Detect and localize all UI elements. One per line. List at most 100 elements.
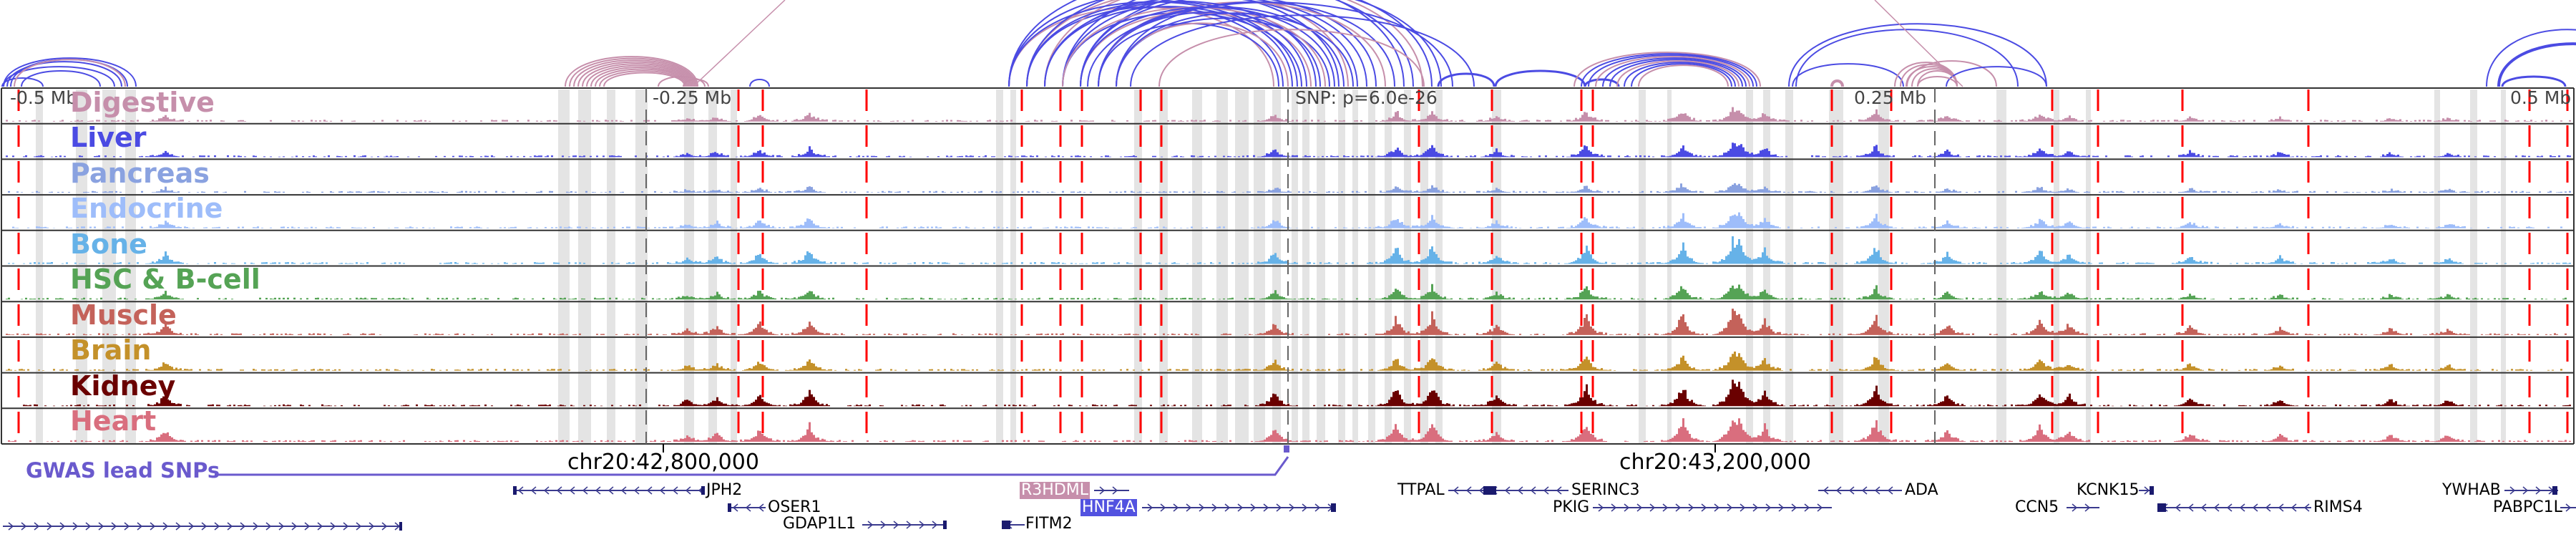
signal-brain [6,351,2562,371]
interaction-arc [1906,60,1997,87]
snp-pvalue-label: SNP: p=6.0e-26 [1295,87,1438,108]
tick-label-0-5-mb: 0.5 Mb [2510,87,2572,108]
gene-model-jph2 [513,486,705,495]
interaction-arc [749,79,770,87]
gene-r3hdml[interactable]: R3HDML [1020,481,1091,499]
interaction-arc [1602,57,1747,87]
gwas-lead-snps-label: GWAS lead SNPs [26,458,220,483]
interaction-arc [6,61,122,87]
gene-serinc3[interactable]: SERINC3 [1571,481,1640,499]
interaction-arc [1917,76,1958,87]
interaction-arc [1437,72,1496,87]
interaction-arc [2501,75,2567,87]
interaction-arc [697,0,786,83]
interaction-arc [658,76,706,87]
gene-model-ada [1818,486,1902,495]
interaction-arc [1,77,44,87]
gene-gdap1l1[interactable]: GDAP1L1 [783,515,857,533]
interaction-arc [2486,29,2576,87]
interaction-arc [1788,23,2047,87]
interaction-arc [1026,0,1414,87]
interaction-arc [1062,0,1433,87]
interaction-arc [3,57,137,87]
interaction-arc [586,64,691,87]
interaction-arc [1631,63,1732,87]
gene-model-ttpal-serinc3 [1448,486,1568,495]
interaction-arc [1080,0,1442,87]
interaction-arc [1595,56,1750,87]
interaction-arc [1062,0,1367,87]
interaction-arc [599,70,687,87]
gene-ywhab[interactable]: YWHAB [2442,481,2501,499]
interaction-arc [1044,1,1317,87]
interaction-arc [573,59,696,87]
interaction-arc [1874,0,1963,87]
interaction-arc [1624,62,1736,87]
interaction-arc [603,72,686,87]
signal-bone [8,236,2571,264]
interaction-arc [1795,29,2019,87]
interaction-arc [1130,14,1475,87]
interaction-arc [1098,6,1345,87]
interaction-arc [1900,64,1958,87]
interaction-arc [565,56,698,87]
interaction-arc [1917,70,1958,87]
gene-model-rims4 [2157,503,2311,512]
interaction-arc [1581,53,1757,87]
interaction-arc [1609,59,1743,87]
gene-ttpal[interactable]: TTPAL [1397,481,1445,499]
gene-kcnk15[interactable]: KCNK15 [2077,481,2140,499]
gene-jph2[interactable]: JPH2 [706,481,743,499]
gene-rims4[interactable]: RIMS4 [2313,498,2363,516]
gene-model-pkig [1593,503,1832,512]
interaction-arc [1008,0,1405,87]
gene-model-ywhab [2504,486,2558,495]
coordinate-label-42800000: chr20:42,800,000 [567,450,759,475]
interaction-arc [14,59,126,87]
gene-pabpc1l[interactable]: PABPC1L [2493,498,2562,516]
interaction-arc [1792,63,1904,87]
interaction-arc [1116,17,1330,87]
interaction-arc [577,61,694,87]
gene-oser1[interactable]: OSER1 [768,498,821,516]
interaction-arc [590,67,690,87]
signal-heart [8,418,2571,442]
interaction-arc [1116,12,1354,87]
interaction-arc [1087,1,1453,87]
gene-model-unnamed [3,522,402,531]
tick-label-minus-0-25-mb: -0.25 Mb [653,87,732,108]
gene-pkig[interactable]: PKIG [1553,498,1590,516]
interaction-arc [1588,54,1754,87]
gene-fitm2[interactable]: FITM2 [1025,515,1073,533]
gene-ccn5[interactable]: CCN5 [2015,498,2059,516]
interaction-arc [595,68,688,87]
gene-ada[interactable]: ADA [1905,481,1938,499]
tick-label-minus-0-5-mb: -0.5 Mb [10,87,78,108]
gene-model-kcnk15 [2139,486,2154,495]
interaction-arc [1044,0,1423,87]
gwas-snp-connector [215,456,1289,476]
gwas-snp-marker [1284,445,1289,453]
tick-label-0-25-mb: 0.25 Mb [1854,87,1927,108]
gene-model-r3hdml [1094,486,1129,495]
interaction-arc [683,79,709,87]
signal-pancreas [8,183,2571,193]
gene-model-hnf4a [1142,503,1336,512]
interaction-arc [1158,29,1425,87]
gene-model-ccn5 [2067,503,2099,512]
gene-model-gdap1l1 [862,521,947,529]
gene-model-pabpc1l [2560,503,2576,512]
gene-model-oser1 [728,503,766,512]
interaction-arc [1616,60,1740,87]
interaction-arc [1574,52,1761,87]
gene-hnf4a[interactable]: HNF4A [1080,498,1137,516]
interaction-arc [1008,0,1340,87]
interaction-arc [1946,66,2047,87]
interaction-arc [1638,64,1729,87]
interaction-arc [21,70,101,87]
coordinate-label-43200000: chr20:43,200,000 [1619,450,1811,475]
interaction-arc [2497,42,2576,87]
gene-model-fitm2 [1002,521,1025,529]
